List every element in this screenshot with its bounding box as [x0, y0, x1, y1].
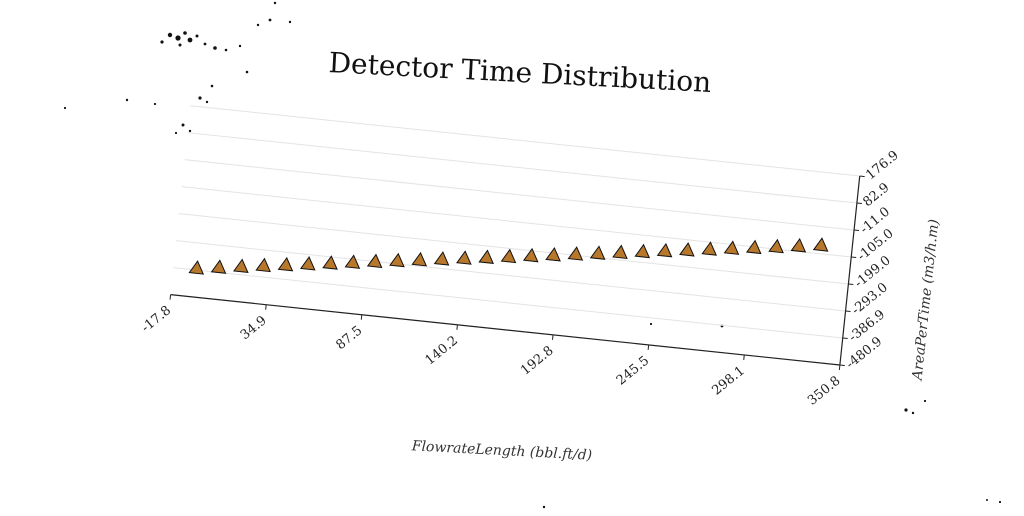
gridline: [190, 106, 859, 176]
x-axis-title: FlowrateLength (bbl.ft/d): [410, 438, 592, 463]
data-point: [189, 260, 204, 274]
x-tick-mark: [648, 345, 649, 350]
x-tick-label: 350.8: [805, 373, 843, 408]
x-tick-mark: [266, 305, 267, 310]
x-tick-label: -17.8: [139, 303, 174, 336]
data-point: [234, 259, 249, 273]
y-tick-label: -293.0: [849, 280, 891, 318]
y-tick-mark: [848, 284, 853, 285]
x-tick-mark: [839, 365, 840, 370]
data-point: [479, 250, 494, 264]
x-axis-ticks: -17.8 34.9 87.5 140.2 192.8 245.5 298.1 350.8: [137, 292, 845, 412]
data-point: [345, 255, 360, 269]
y-tick-label: -105.0: [855, 226, 897, 264]
y-tick-label: 82.9: [860, 180, 892, 210]
y-tick-label: 176.9: [863, 148, 901, 183]
data-point: [680, 242, 695, 256]
y-tick-mark: [843, 338, 848, 339]
data-point: [613, 245, 628, 259]
data-point: [301, 256, 316, 270]
data-point: [591, 246, 606, 260]
y-tick-label: -199.0: [852, 253, 894, 291]
x-tick-label: 34.9: [238, 313, 270, 343]
y-tick-mark: [860, 176, 865, 177]
data-point: [814, 237, 829, 251]
gridlines: [171, 106, 860, 365]
data-point: [435, 251, 450, 265]
data-point: [457, 251, 472, 265]
y-tick-label: -386.9: [846, 307, 888, 345]
gridline: [173, 268, 842, 338]
x-tick-mark: [553, 335, 554, 340]
data-point: [502, 249, 517, 263]
x-tick-label: 140.2: [423, 333, 461, 368]
data-point: [212, 260, 227, 274]
y-tick-mark: [854, 230, 859, 231]
y-tick-mark: [857, 203, 862, 204]
y-tick-mark: [840, 365, 845, 366]
data-point: [725, 241, 740, 255]
x-axis-line: [171, 295, 840, 365]
x-tick-mark: [457, 325, 458, 330]
x-tick-label: 245.5: [614, 353, 652, 388]
gridline: [185, 160, 854, 230]
data-point: [412, 252, 427, 266]
y-tick-mark: [846, 311, 851, 312]
data-point: [702, 242, 717, 256]
data-point: [635, 244, 650, 258]
data-point: [769, 239, 784, 253]
chart-title: Detector Time Distribution: [328, 46, 712, 99]
x-tick-label: 87.5: [333, 323, 365, 353]
x-tick-label: 298.1: [709, 363, 747, 398]
x-tick-mark: [744, 355, 745, 360]
y-axis-ticks: 176.982.9-11.0-105.0-199.0-293.0-386.9-4…: [839, 145, 906, 375]
data-point: [658, 243, 673, 257]
y-tick-label: -480.9: [843, 334, 885, 372]
data-point: [256, 258, 271, 272]
gridline: [188, 133, 857, 203]
plot-area: -17.8 34.9 87.5 140.2 192.8 245.5 298.1 350.8 1…: [137, 72, 905, 416]
x-tick-label: 192.8: [518, 343, 556, 378]
x-tick-mark: [170, 295, 171, 300]
data-point: [279, 257, 294, 271]
x-tick-mark: [361, 315, 362, 320]
y-axis-title: AreaPerTime (m3/h.m): [909, 218, 942, 382]
data-point: [390, 253, 405, 267]
y-tick-mark: [851, 257, 856, 258]
data-point: [791, 238, 806, 252]
gridline: [179, 214, 848, 284]
data-point: [568, 246, 583, 260]
